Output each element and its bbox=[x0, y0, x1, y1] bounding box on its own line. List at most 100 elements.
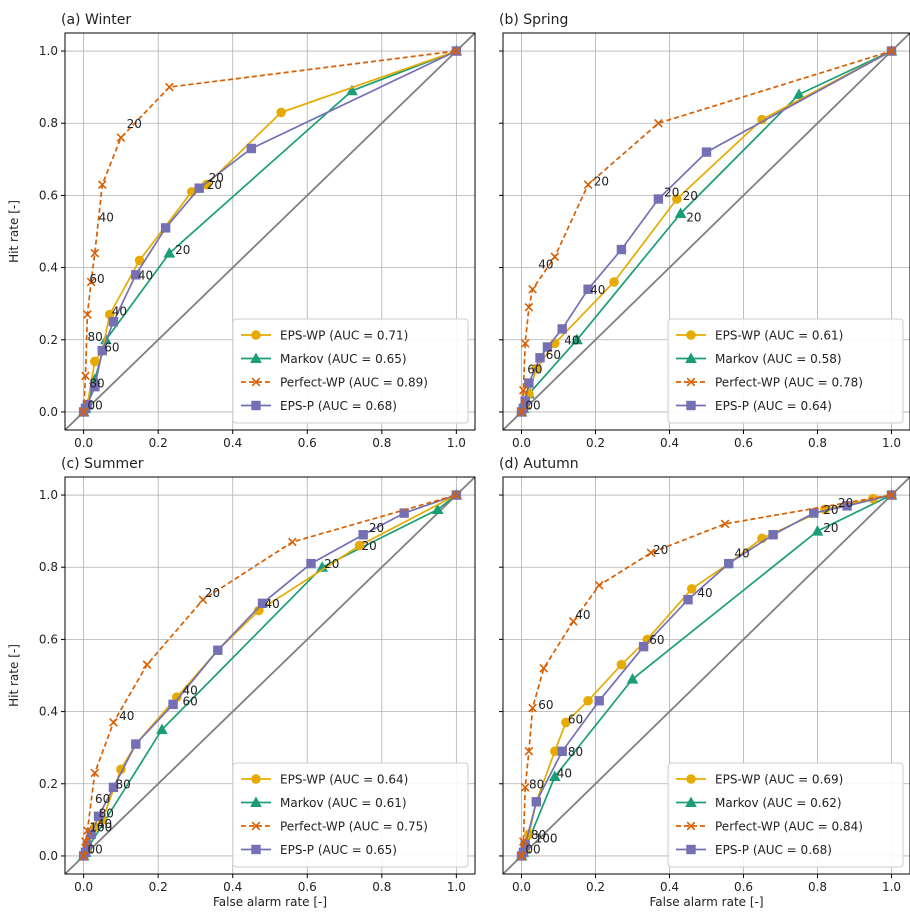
y-tick-label: 0.0 bbox=[39, 849, 58, 863]
legend-entry: EPS-WP (AUC = 0.61) bbox=[715, 329, 843, 343]
data-point bbox=[524, 378, 534, 388]
no-skill-diagonal bbox=[65, 33, 475, 430]
series-perfect-wp bbox=[79, 46, 461, 417]
no-skill-diagonal bbox=[503, 477, 910, 874]
threshold-label: 40 bbox=[97, 817, 112, 831]
threshold-label: 20 bbox=[205, 586, 220, 600]
legend: EPS-WP (AUC = 0.69) Markov (AUC = 0.62) Pe… bbox=[667, 762, 904, 868]
legend-entry: Perfect-WP (AUC = 0.78) bbox=[715, 376, 863, 390]
data-point bbox=[557, 324, 567, 334]
data-point bbox=[583, 695, 593, 706]
threshold-label: 40 bbox=[99, 211, 114, 225]
data-point bbox=[93, 811, 104, 821]
x-tick-label: 0.0 bbox=[74, 880, 93, 894]
legend-marker bbox=[686, 774, 696, 784]
y-tick-label: 1.0 bbox=[39, 488, 58, 502]
x-tick-label: 0.2 bbox=[586, 880, 605, 894]
legend-entry: Perfect-WP (AUC = 0.84) bbox=[715, 820, 863, 834]
data-point bbox=[82, 310, 92, 319]
threshold-label: 60 bbox=[183, 694, 198, 708]
data-point bbox=[539, 663, 549, 673]
legend-entry: Perfect-WP (AUC = 0.75) bbox=[280, 820, 428, 834]
legend-marker bbox=[251, 844, 261, 855]
data-point bbox=[134, 255, 145, 266]
x-tick-label: 0.4 bbox=[223, 436, 242, 450]
data-point bbox=[90, 381, 100, 392]
x-tick-label: 0.6 bbox=[734, 880, 753, 894]
y-tick-label: 0.8 bbox=[39, 560, 58, 574]
legend: EPS-WP (AUC = 0.71) Markov (AUC = 0.65) Pe… bbox=[232, 318, 469, 424]
data-point bbox=[528, 284, 537, 294]
legend-entry: Markov (AUC = 0.65) bbox=[280, 352, 407, 366]
data-point bbox=[257, 598, 268, 609]
y-tick-label: 0.6 bbox=[39, 188, 58, 202]
data-point bbox=[531, 797, 541, 807]
threshold-label: 20 bbox=[664, 185, 679, 199]
data-point bbox=[616, 244, 627, 255]
data-point bbox=[164, 82, 174, 92]
threshold-label: 20 bbox=[324, 557, 339, 571]
x-tick-label: 0.6 bbox=[298, 436, 317, 450]
legend: EPS-WP (AUC = 0.61) Markov (AUC = 0.58) Pe… bbox=[667, 318, 904, 424]
legend-marker bbox=[686, 330, 696, 340]
data-point bbox=[108, 782, 119, 793]
threshold-label: 20 bbox=[683, 189, 698, 203]
x-axis-label: False alarm rate [-] bbox=[649, 895, 763, 909]
x-tick-label: 0.4 bbox=[223, 880, 242, 894]
threshold-label: 20 bbox=[823, 503, 838, 517]
threshold-label: 40 bbox=[265, 597, 280, 611]
data-point bbox=[109, 718, 118, 727]
y-tick-label: 0.4 bbox=[39, 705, 58, 719]
series-perfect-wp bbox=[517, 490, 896, 861]
legend-marker bbox=[686, 377, 696, 387]
threshold-label: 20 bbox=[653, 543, 668, 557]
legend-marker bbox=[686, 821, 696, 831]
legend-entry: EPS-P (AUC = 0.68) bbox=[280, 399, 397, 413]
data-point bbox=[672, 194, 682, 204]
data-point bbox=[358, 530, 368, 540]
panel-title: (a) Winter bbox=[61, 12, 131, 28]
data-point bbox=[517, 851, 526, 861]
legend-entry: Markov (AUC = 0.62) bbox=[715, 796, 842, 810]
threshold-label: 40 bbox=[590, 283, 605, 297]
threshold-label: 00 bbox=[525, 842, 540, 856]
data-point bbox=[306, 558, 316, 569]
data-point bbox=[594, 580, 604, 590]
data-point bbox=[163, 247, 176, 258]
threshold-label: 60 bbox=[649, 633, 664, 647]
data-point bbox=[638, 641, 649, 652]
data-point bbox=[116, 133, 126, 143]
legend-marker bbox=[251, 377, 261, 387]
data-point bbox=[842, 501, 852, 511]
axes-frame bbox=[502, 476, 910, 875]
legend-box bbox=[232, 318, 469, 424]
legend-marker bbox=[251, 400, 261, 411]
data-point bbox=[768, 530, 778, 540]
data-point bbox=[354, 540, 365, 551]
legend-marker bbox=[250, 352, 262, 363]
data-point bbox=[550, 252, 560, 262]
legend-entry: EPS-WP (AUC = 0.71) bbox=[280, 329, 408, 343]
threshold-label: 20 bbox=[838, 496, 853, 510]
data-point bbox=[431, 503, 444, 514]
legend-box bbox=[667, 318, 904, 424]
data-point bbox=[276, 107, 286, 118]
threshold-label: 20 bbox=[369, 521, 384, 535]
data-point bbox=[626, 673, 639, 684]
y-tick-label: 0.0 bbox=[39, 405, 58, 419]
data-point bbox=[583, 180, 593, 189]
x-tick-label: 0.6 bbox=[298, 880, 317, 894]
legend-entry: Perfect-WP (AUC = 0.89) bbox=[280, 376, 428, 390]
legend-marker bbox=[251, 774, 261, 784]
axes-frame bbox=[64, 32, 476, 431]
data-point bbox=[79, 851, 89, 861]
data-point bbox=[82, 840, 93, 850]
legend-marker bbox=[251, 330, 261, 340]
data-point bbox=[131, 739, 141, 749]
threshold-label: 40 bbox=[119, 709, 134, 723]
x-tick-label: 0.6 bbox=[734, 436, 753, 450]
no-skill-diagonal bbox=[503, 33, 910, 430]
